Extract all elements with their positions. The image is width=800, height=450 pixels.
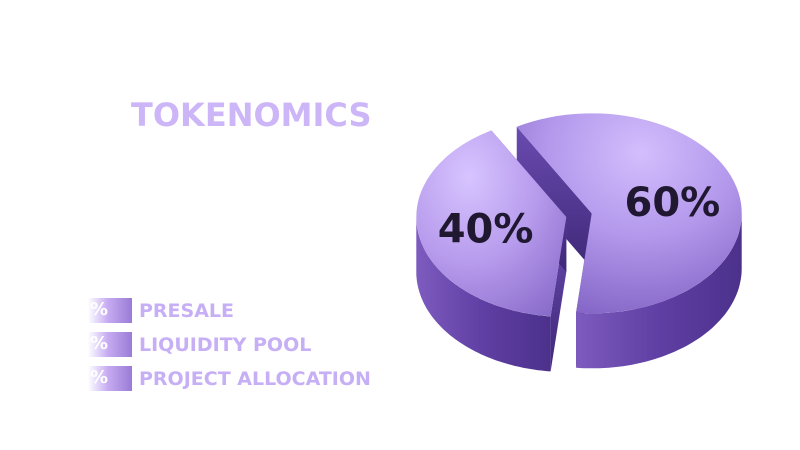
legend-swatch — [88, 332, 132, 357]
legend-label: PROJECT ALLOCATION — [139, 368, 371, 390]
pie-side-wall — [416, 216, 551, 372]
page-title: TOKENOMICS — [131, 96, 372, 134]
legend-swatch — [88, 298, 132, 323]
pie-slice-top — [416, 130, 567, 317]
legend-label: LIQUIDITY POOL — [139, 334, 312, 356]
legend-label: PRESALE — [139, 300, 235, 322]
pie-slice-label: 40% — [438, 206, 534, 252]
legend-percent: % — [90, 367, 109, 388]
pie-group: 60% 40% — [416, 113, 742, 372]
legend-percent: % — [90, 333, 109, 354]
pie-side-wall — [576, 214, 742, 369]
pie-slice-top — [516, 113, 742, 314]
pie-slice-label: 60% — [625, 180, 721, 226]
legend-percent: % — [90, 299, 109, 320]
legend-swatch — [88, 366, 132, 391]
pie-cut-face — [516, 126, 592, 269]
